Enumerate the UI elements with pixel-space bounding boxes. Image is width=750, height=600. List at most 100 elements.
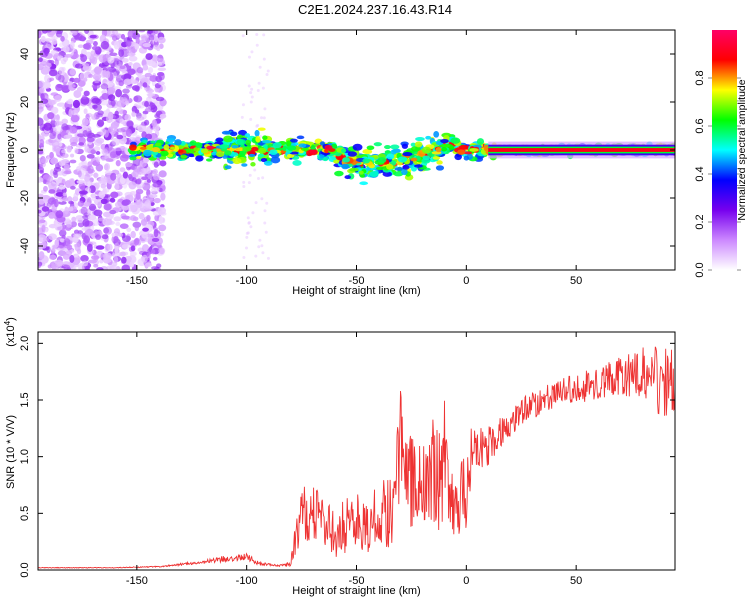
noise-blob xyxy=(121,200,129,206)
signal-blob xyxy=(390,144,400,150)
noise-blob xyxy=(93,146,101,152)
signal-blob xyxy=(129,156,137,161)
y-tick-label: 1.5 xyxy=(19,392,31,407)
noise-blob xyxy=(91,195,97,202)
faint-blob xyxy=(241,34,245,38)
signal-blob xyxy=(286,145,297,151)
y-tick-label: -20 xyxy=(19,190,31,206)
signal-blob xyxy=(150,140,156,144)
noise-blob xyxy=(80,254,89,262)
noise-blob xyxy=(68,206,74,212)
noise-blob xyxy=(62,153,69,159)
signal-blob xyxy=(362,158,370,164)
noise-blob xyxy=(154,186,160,192)
noise-blob xyxy=(49,254,57,260)
noise-blob xyxy=(128,136,137,142)
x-tick-label: 50 xyxy=(570,275,582,287)
faint-blob xyxy=(256,177,260,181)
noise-blob xyxy=(151,62,158,68)
signal-blob xyxy=(257,127,266,131)
signal-blob xyxy=(341,148,347,153)
signal-blob xyxy=(358,170,364,175)
signal-blob xyxy=(174,139,182,146)
signal-blob xyxy=(402,164,410,170)
noise-blob xyxy=(86,133,93,139)
noise-blob xyxy=(152,182,161,188)
noise-blob xyxy=(41,224,46,233)
faint-blob xyxy=(247,84,251,88)
noise-blob xyxy=(49,133,56,140)
signal-blob xyxy=(310,145,316,151)
signal-blob xyxy=(151,147,160,153)
noise-blob xyxy=(55,83,63,92)
noise-blob xyxy=(120,33,126,40)
noise-blob xyxy=(85,265,90,270)
noise-blob xyxy=(77,200,84,207)
signal-blob xyxy=(286,140,292,147)
signal-blob xyxy=(414,141,423,148)
signal-blob xyxy=(384,144,391,150)
noise-blob xyxy=(159,113,167,119)
faint-blob xyxy=(250,50,254,54)
signal-blob xyxy=(263,160,273,166)
noise-blob xyxy=(87,214,97,221)
noise-blob xyxy=(105,158,114,162)
noise-blob xyxy=(113,216,122,222)
noise-blob xyxy=(108,94,116,101)
noise-blob xyxy=(156,45,161,52)
noise-blob xyxy=(76,179,85,184)
noise-blob xyxy=(129,261,135,268)
signal-blob xyxy=(436,160,443,165)
noise-blob xyxy=(57,133,62,140)
faint-blob xyxy=(256,89,260,93)
noise-blob xyxy=(110,99,116,107)
y-axis-label: SNR (10 * V/V) xyxy=(5,415,17,489)
signal-blob xyxy=(195,155,204,162)
faint-blob xyxy=(262,57,266,61)
faint-blob xyxy=(257,81,261,85)
y-tick-label: -40 xyxy=(19,238,31,254)
noise-blob xyxy=(73,233,82,239)
noise-blob xyxy=(152,256,158,261)
noise-blob xyxy=(40,158,49,164)
noise-blob xyxy=(65,250,73,256)
noise-blob xyxy=(72,53,79,59)
signal-blob xyxy=(224,165,232,170)
faint-blob xyxy=(263,107,267,111)
noise-blob xyxy=(142,227,149,232)
signal-blob xyxy=(319,153,325,159)
noise-blob xyxy=(159,160,167,167)
noise-blob xyxy=(142,82,148,88)
noise-blob xyxy=(95,156,101,163)
faint-blob xyxy=(241,103,245,107)
noise-blob xyxy=(62,144,67,150)
noise-blob xyxy=(93,103,102,111)
signal-blob xyxy=(382,171,392,177)
signal-blob xyxy=(347,151,357,157)
noise-blob xyxy=(40,93,45,101)
noise-blob xyxy=(138,212,145,220)
noise-blob xyxy=(121,235,131,242)
noise-blob xyxy=(66,220,72,228)
noise-blob xyxy=(91,45,99,51)
noise-blob xyxy=(142,64,149,71)
signal-blob xyxy=(410,146,421,152)
noise-blob xyxy=(90,50,96,57)
faint-blob xyxy=(257,245,261,249)
noise-blob xyxy=(50,157,59,165)
noise-blob xyxy=(139,168,147,176)
noise-blob xyxy=(151,57,161,62)
tail-core xyxy=(488,148,675,152)
noise-blob xyxy=(38,117,44,126)
noise-blob xyxy=(62,45,70,53)
noise-blob xyxy=(74,242,81,252)
noise-blob xyxy=(44,38,53,42)
noise-blob xyxy=(125,84,133,89)
noise-blob xyxy=(54,120,60,127)
noise-blob xyxy=(84,228,94,237)
noise-blob xyxy=(107,56,115,64)
signal-blob xyxy=(309,149,318,154)
colorbar-tick-label: 0.2 xyxy=(694,214,706,229)
noise-blob xyxy=(38,262,42,269)
noise-blob xyxy=(115,159,121,167)
